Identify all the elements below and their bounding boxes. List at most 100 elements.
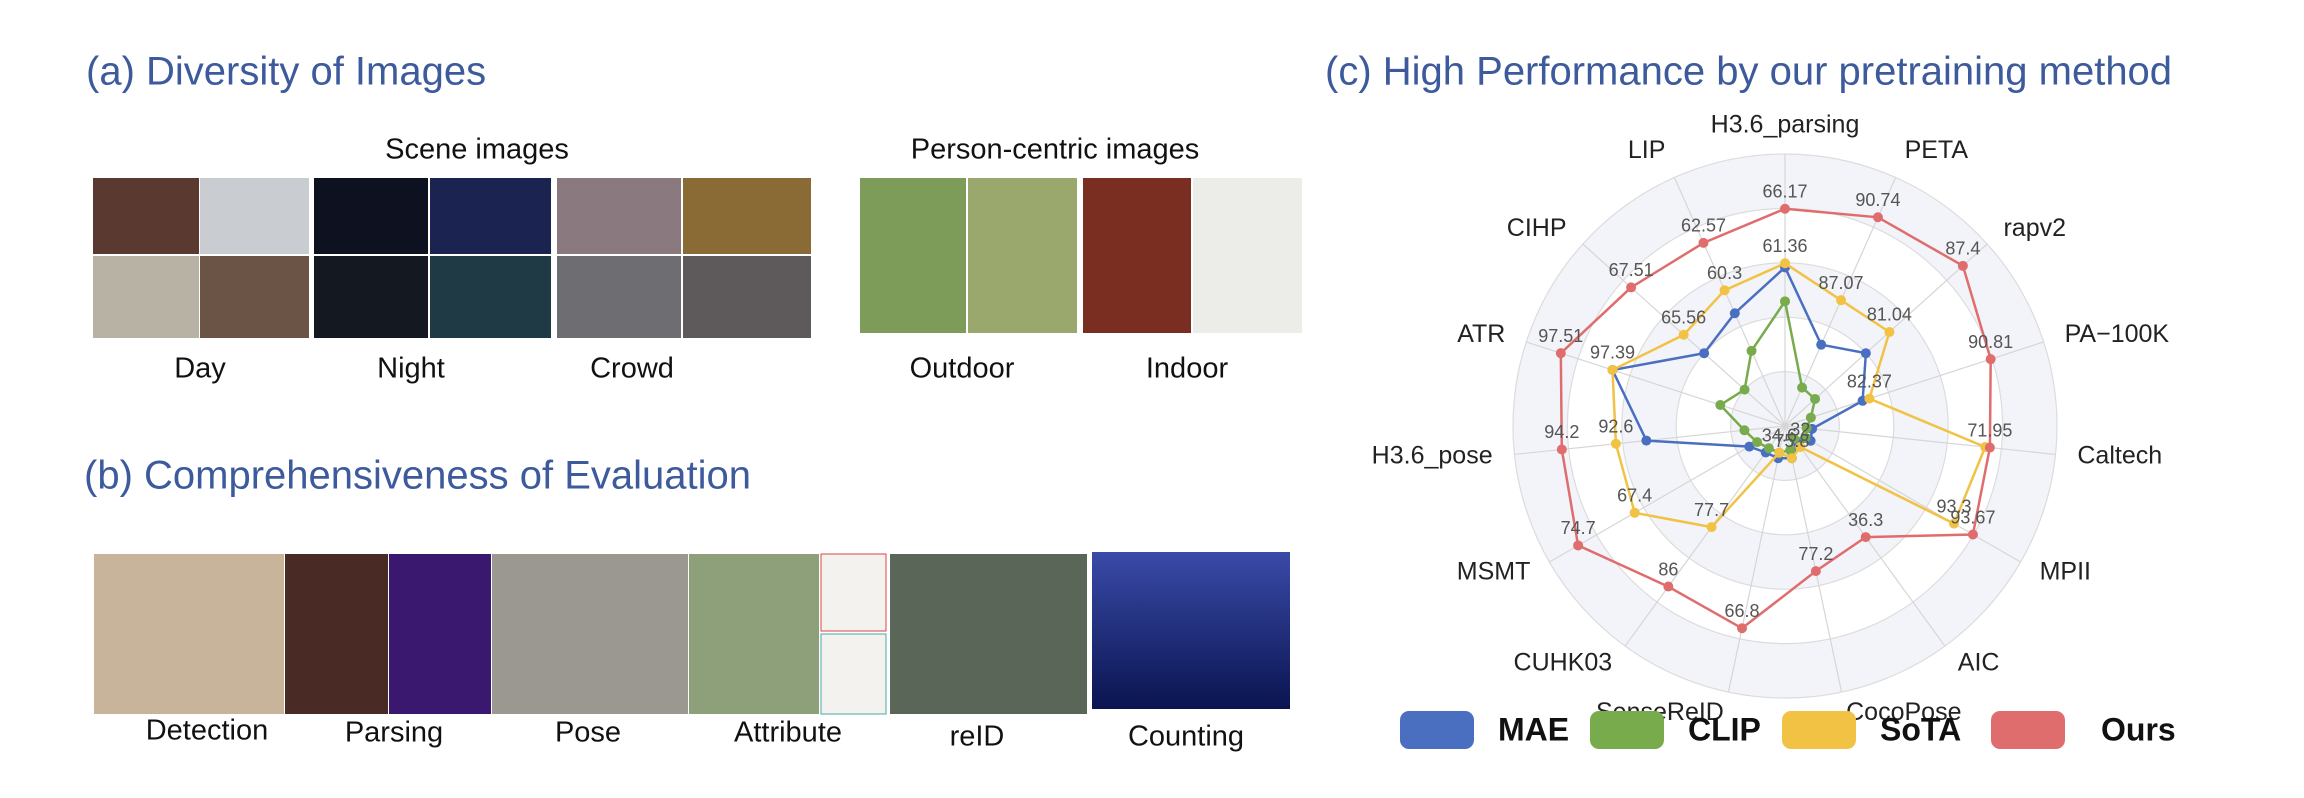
photo: [968, 178, 1077, 333]
value-label: 90.81: [1968, 332, 2013, 352]
photo: [1092, 552, 1290, 709]
axis-label: ATR: [1457, 320, 1505, 348]
photo: [285, 554, 388, 714]
value-label: 90.74: [1855, 190, 1900, 210]
photo: [1193, 178, 1302, 333]
value-label: 67.4: [1617, 486, 1652, 506]
axis-label: H3.6_parsing: [1711, 111, 1860, 139]
data-point: [1739, 384, 1750, 395]
value-label: 93.3: [1936, 496, 1971, 516]
value-label: 97.51: [1538, 326, 1583, 346]
photo: [1083, 178, 1191, 333]
value-label: 60.3: [1707, 263, 1742, 283]
axis-label: MPII: [2040, 558, 2091, 586]
data-point: [1556, 444, 1567, 455]
data-point: [1872, 212, 1883, 223]
photo: [430, 178, 551, 254]
photo-group: [94, 552, 1290, 715]
data-point: [1678, 329, 1689, 340]
series-line: [1559, 207, 1992, 630]
legend-label: SoTA: [1880, 711, 1961, 747]
data-point: [1641, 435, 1652, 446]
series-line: [1610, 265, 1868, 460]
axis-label: H3.6_pose: [1372, 441, 1493, 469]
value-label: 94.2: [1544, 422, 1579, 442]
legend: MAE CLIP SoTA Ours: [1400, 711, 2176, 749]
axis-label: Caltech: [2077, 441, 2162, 469]
data-point: [1957, 260, 1968, 271]
caption: Outdoor: [910, 353, 1015, 385]
value-label: 77.2: [1798, 544, 1833, 564]
photo: [683, 178, 811, 254]
data-point: [1789, 433, 1800, 444]
series-line: [1718, 298, 1817, 455]
series-line: [1611, 261, 1987, 529]
caption: Pose: [555, 717, 621, 749]
photo-group: [93, 178, 1302, 338]
data-point: [1737, 623, 1748, 634]
data-point: [1780, 296, 1790, 307]
data-point: [1763, 443, 1774, 454]
caption: Counting: [1128, 721, 1244, 753]
group-title: Person-centric images: [911, 134, 1200, 166]
value-label: 65.56: [1661, 308, 1706, 328]
photo: [890, 554, 1087, 714]
spoke: [1526, 341, 1786, 427]
caption: Day: [174, 353, 226, 385]
data-point: [1746, 345, 1757, 356]
caption: Detection: [146, 715, 269, 747]
axis-label: PETA: [1905, 136, 1969, 164]
photo: [314, 178, 428, 254]
axis-label: PA−100K: [2065, 320, 2170, 348]
data-point: [1774, 447, 1785, 458]
data-point: [1555, 348, 1566, 359]
axis-label: CIHP: [1507, 214, 1567, 242]
value-label: 34.6: [1762, 425, 1797, 445]
axis-label: CocoPose: [1846, 698, 1961, 726]
section-title: (c) High Performance by our pretraining …: [1325, 50, 2172, 94]
value-label: 87.07: [1818, 273, 1863, 293]
data-point: [1780, 258, 1790, 269]
data-point: [1816, 339, 1827, 350]
caption: Parsing: [345, 717, 443, 749]
axis-label: CUHK03: [1514, 648, 1613, 676]
spoke: [1784, 425, 2056, 456]
data-point: [1984, 442, 1995, 453]
legend-label: CLIP: [1688, 711, 1761, 747]
data-point: [1967, 529, 1978, 540]
data-point: [1985, 354, 1996, 365]
section-title: (a) Diversity of Images: [86, 50, 486, 94]
data-point: [1810, 393, 1821, 404]
spoke: [1784, 341, 2044, 427]
data-point: [1864, 393, 1875, 404]
legend-swatch: [1782, 711, 1856, 749]
value-label: 93.67: [1950, 507, 1995, 527]
data-point: [1744, 441, 1755, 452]
spoke: [1727, 425, 1786, 693]
data-point: [1629, 507, 1640, 518]
axis-label: MSMT: [1457, 558, 1531, 586]
photo: [820, 553, 887, 632]
value-label: 97.39: [1590, 343, 1635, 363]
data-point: [1663, 581, 1674, 592]
radar-chart: H3.6_parsing PETA rapv2 PA−100K Caltech MPII A…: [1372, 111, 2170, 727]
value-label: 32: [1790, 420, 1810, 440]
data-point: [1752, 437, 1763, 448]
data-point: [1786, 453, 1797, 464]
data-point: [1948, 518, 1959, 529]
photo: [389, 554, 491, 714]
legend-label: Ours: [2101, 711, 2176, 747]
data-point: [1739, 425, 1750, 436]
value-label: 82.37: [1847, 371, 1892, 391]
data-point: [1729, 308, 1740, 319]
legend-swatch: [1400, 711, 1474, 749]
axis-label: LIP: [1628, 136, 1666, 164]
data-point: [1800, 432, 1811, 443]
data-point: [1698, 237, 1709, 248]
value-label: 62.57: [1681, 216, 1726, 236]
data-point: [1780, 203, 1790, 214]
data-point: [1785, 445, 1796, 456]
data-point: [1699, 348, 1710, 359]
value-label: 92.6: [1598, 417, 1633, 437]
caption: Attribute: [734, 717, 842, 749]
